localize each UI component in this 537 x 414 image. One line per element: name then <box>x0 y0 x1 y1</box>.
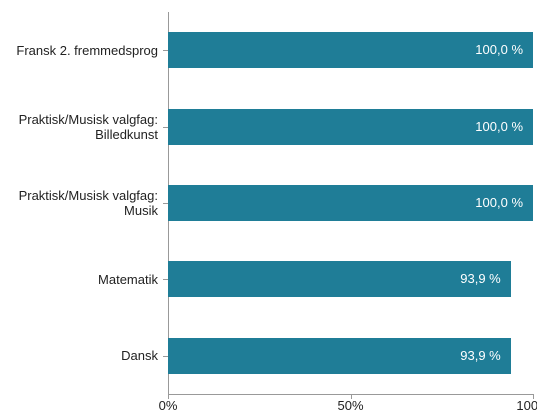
bar <box>168 108 533 145</box>
y-tick <box>163 279 168 281</box>
category-label: Fransk 2. fremmedsprog <box>16 42 158 58</box>
bar <box>168 337 511 374</box>
bar <box>168 185 533 221</box>
category-label: Matematik <box>98 271 158 287</box>
bar <box>168 261 511 298</box>
value-label: 100,0 % <box>475 195 523 210</box>
x-tick-label: 0% <box>158 398 178 413</box>
x-tick-label: 100% <box>516 398 537 413</box>
y-tick <box>163 126 168 128</box>
y-tick <box>163 355 168 357</box>
value-label: 100,0 % <box>475 42 523 58</box>
y-tick <box>163 203 168 204</box>
x-tick <box>533 394 534 399</box>
bar <box>168 32 533 69</box>
x-tick-label: 50% <box>337 398 364 413</box>
x-tick <box>168 394 169 399</box>
x-tick <box>350 394 352 399</box>
value-label: 100,0 % <box>475 118 523 134</box>
value-label: 93,9 % <box>460 347 501 363</box>
category-label: Dansk <box>121 348 158 364</box>
y-tick <box>163 50 168 52</box>
category-label: Praktisk/Musisk valgfag: Billedkunst <box>18 111 158 142</box>
value-label: 93,9 % <box>460 271 501 287</box>
category-label: Praktisk/Musisk valgfag: Musik <box>18 188 158 218</box>
